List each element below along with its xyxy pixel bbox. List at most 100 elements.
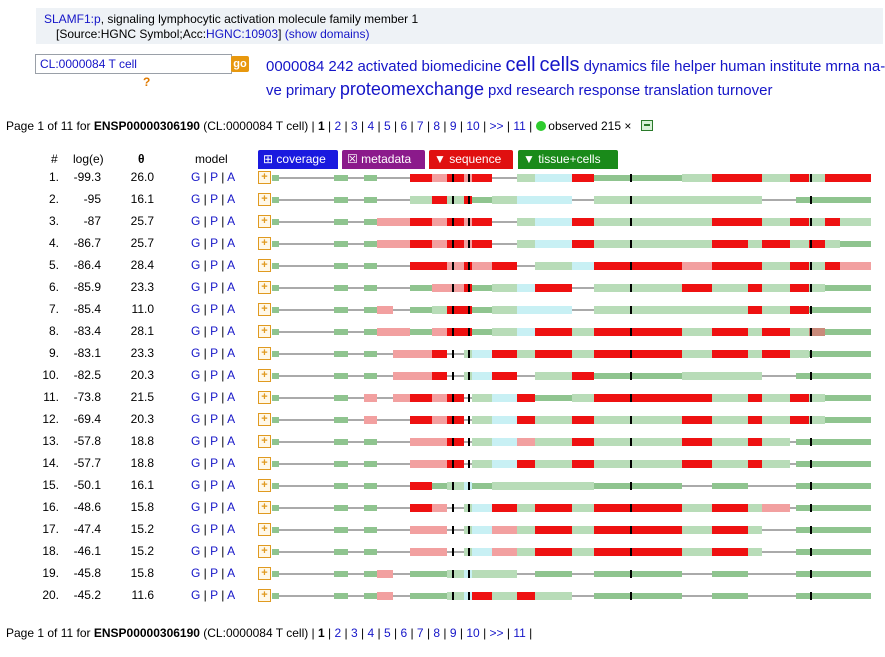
tag-cloud-term[interactable]: mrna bbox=[825, 58, 860, 75]
tag-cloud-term[interactable]: response bbox=[578, 82, 641, 99]
coverage-track[interactable] bbox=[272, 168, 872, 188]
model-g-link[interactable]: G bbox=[191, 280, 201, 294]
tag-cloud-term[interactable]: cells bbox=[539, 54, 580, 76]
model-a-link[interactable]: A bbox=[227, 346, 236, 360]
coverage-track[interactable] bbox=[272, 256, 872, 276]
coverage-track[interactable] bbox=[272, 278, 872, 298]
model-a-link[interactable]: A bbox=[227, 566, 236, 580]
pager-last-link[interactable]: 11 bbox=[513, 626, 526, 640]
expand-plus-icon[interactable]: + bbox=[258, 391, 271, 404]
model-p-link[interactable]: P bbox=[210, 566, 218, 580]
pager-page-link[interactable]: 5 bbox=[383, 626, 391, 640]
expand-plus-icon[interactable]: + bbox=[258, 171, 271, 184]
pager-next-link[interactable]: >> bbox=[489, 119, 504, 133]
model-p-link[interactable]: P bbox=[210, 412, 218, 426]
tag-cloud-term[interactable]: dynamics bbox=[583, 58, 647, 75]
tag-cloud-term[interactable]: biomedicine bbox=[421, 58, 502, 75]
expand-plus-icon[interactable]: + bbox=[258, 589, 271, 602]
expand-plus-icon[interactable]: + bbox=[258, 347, 271, 360]
expand-plus-icon[interactable]: + bbox=[258, 193, 271, 206]
coverage-track[interactable] bbox=[272, 542, 872, 562]
model-g-link[interactable]: G bbox=[191, 544, 201, 558]
tab-metadata[interactable]: ☒ metadata bbox=[342, 150, 425, 169]
model-p-link[interactable]: P bbox=[210, 324, 218, 338]
expand-plus-icon[interactable]: + bbox=[258, 523, 271, 536]
tab-tissue-cells[interactable]: ▼ tissue+cells bbox=[518, 150, 618, 169]
model-p-link[interactable]: P bbox=[210, 434, 218, 448]
model-g-link[interactable]: G bbox=[191, 500, 201, 514]
pager-page-link[interactable]: 7 bbox=[416, 119, 424, 133]
coverage-track[interactable] bbox=[272, 388, 872, 408]
model-g-link[interactable]: G bbox=[191, 522, 201, 536]
pager-page-link[interactable]: 10 bbox=[466, 119, 480, 133]
model-a-link[interactable]: A bbox=[227, 258, 236, 272]
model-a-link[interactable]: A bbox=[227, 500, 236, 514]
tag-cloud-term[interactable]: research bbox=[516, 82, 575, 99]
model-g-link[interactable]: G bbox=[191, 302, 201, 316]
model-a-link[interactable]: A bbox=[227, 434, 236, 448]
model-a-link[interactable]: A bbox=[227, 192, 236, 206]
expand-plus-icon[interactable]: + bbox=[258, 259, 271, 272]
model-p-link[interactable]: P bbox=[210, 500, 218, 514]
tag-cloud-term[interactable]: na-ve bbox=[266, 58, 885, 99]
model-a-link[interactable]: A bbox=[227, 390, 236, 404]
model-a-link[interactable]: A bbox=[227, 522, 236, 536]
expand-plus-icon[interactable]: + bbox=[258, 479, 271, 492]
model-p-link[interactable]: P bbox=[210, 236, 218, 250]
tag-cloud-term[interactable]: human bbox=[719, 58, 766, 75]
expand-plus-icon[interactable]: + bbox=[258, 215, 271, 228]
pager-page-link[interactable]: 2 bbox=[334, 626, 342, 640]
model-p-link[interactable]: P bbox=[210, 280, 218, 294]
pager-page-link[interactable]: 6 bbox=[400, 119, 408, 133]
expand-plus-icon[interactable]: + bbox=[258, 501, 271, 514]
tab-sequence[interactable]: ▼ sequence bbox=[429, 150, 513, 169]
model-a-link[interactable]: A bbox=[227, 280, 236, 294]
tag-cloud-term[interactable]: translation bbox=[644, 82, 714, 99]
pager-page-link[interactable]: 6 bbox=[400, 626, 408, 640]
gene-link[interactable]: SLAMF1:p bbox=[44, 12, 101, 26]
model-g-link[interactable]: G bbox=[191, 214, 201, 228]
pager-last-link[interactable]: 11 bbox=[513, 119, 526, 133]
model-p-link[interactable]: P bbox=[210, 302, 218, 316]
tag-cloud-term[interactable]: primary bbox=[285, 82, 336, 99]
expand-plus-icon[interactable]: + bbox=[258, 567, 271, 580]
tab-coverage[interactable]: ⊞ coverage bbox=[258, 150, 338, 169]
model-a-link[interactable]: A bbox=[227, 170, 236, 184]
pager-page-link[interactable]: 8 bbox=[433, 626, 441, 640]
expand-plus-icon[interactable]: + bbox=[258, 369, 271, 382]
model-g-link[interactable]: G bbox=[191, 478, 201, 492]
coverage-track[interactable] bbox=[272, 410, 872, 430]
model-g-link[interactable]: G bbox=[191, 346, 201, 360]
coverage-track[interactable] bbox=[272, 366, 872, 386]
model-g-link[interactable]: G bbox=[191, 236, 201, 250]
model-g-link[interactable]: G bbox=[191, 566, 201, 580]
model-g-link[interactable]: G bbox=[191, 324, 201, 338]
expand-plus-icon[interactable]: + bbox=[258, 281, 271, 294]
excel-icon[interactable] bbox=[641, 120, 654, 131]
model-p-link[interactable]: P bbox=[210, 214, 218, 228]
expand-plus-icon[interactable]: + bbox=[258, 457, 271, 470]
pager-page-link[interactable]: 4 bbox=[367, 626, 375, 640]
model-g-link[interactable]: G bbox=[191, 368, 201, 382]
model-a-link[interactable]: A bbox=[227, 368, 236, 382]
model-p-link[interactable]: P bbox=[210, 346, 218, 360]
model-g-link[interactable]: G bbox=[191, 192, 201, 206]
model-a-link[interactable]: A bbox=[227, 236, 236, 250]
model-a-link[interactable]: A bbox=[227, 588, 236, 602]
pager-page-link[interactable]: 9 bbox=[449, 626, 457, 640]
model-p-link[interactable]: P bbox=[210, 456, 218, 470]
coverage-track[interactable] bbox=[272, 586, 872, 606]
tag-cloud-term[interactable]: 242 bbox=[328, 58, 354, 75]
model-g-link[interactable]: G bbox=[191, 456, 201, 470]
model-g-link[interactable]: G bbox=[191, 412, 201, 426]
tag-cloud-term[interactable]: helper bbox=[674, 58, 716, 75]
model-g-link[interactable]: G bbox=[191, 434, 201, 448]
coverage-track[interactable] bbox=[272, 454, 872, 474]
model-p-link[interactable]: P bbox=[210, 390, 218, 404]
tag-cloud-term[interactable]: cell bbox=[505, 54, 536, 76]
model-a-link[interactable]: A bbox=[227, 214, 236, 228]
pager-page-link[interactable]: 9 bbox=[449, 119, 457, 133]
coverage-track[interactable] bbox=[272, 564, 872, 584]
coverage-track[interactable] bbox=[272, 212, 872, 232]
expand-plus-icon[interactable]: + bbox=[258, 303, 271, 316]
